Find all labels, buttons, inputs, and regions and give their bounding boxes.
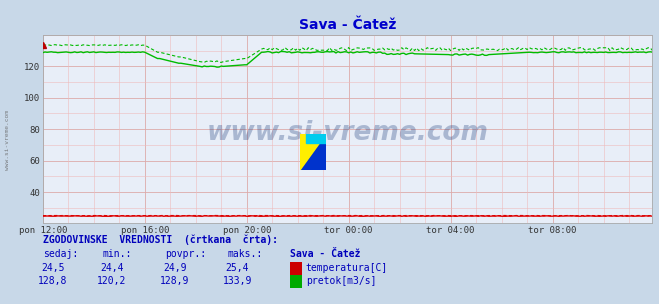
Text: www.si-vreme.com: www.si-vreme.com: [207, 120, 488, 146]
Text: Sava - Čatež: Sava - Čatež: [290, 249, 360, 259]
Text: 128,8: 128,8: [38, 276, 67, 286]
Text: 24,4: 24,4: [100, 263, 124, 273]
Text: 24,9: 24,9: [163, 263, 186, 273]
Text: 133,9: 133,9: [223, 276, 252, 286]
Text: temperatura[C]: temperatura[C]: [306, 263, 388, 273]
Polygon shape: [300, 134, 326, 170]
Polygon shape: [306, 134, 326, 143]
Text: maks.:: maks.:: [227, 249, 262, 259]
Polygon shape: [300, 134, 326, 170]
Text: sedaj:: sedaj:: [43, 249, 78, 259]
Text: povpr.:: povpr.:: [165, 249, 206, 259]
Text: pretok[m3/s]: pretok[m3/s]: [306, 276, 376, 286]
Text: www.si-vreme.com: www.si-vreme.com: [5, 110, 11, 170]
Text: min.:: min.:: [102, 249, 132, 259]
Title: Sava - Čatež: Sava - Čatež: [299, 19, 396, 33]
Text: 128,9: 128,9: [160, 276, 189, 286]
Text: 24,5: 24,5: [41, 263, 65, 273]
Text: 120,2: 120,2: [98, 276, 127, 286]
Text: ZGODOVINSKE  VREDNOSTI  (črtkana  črta):: ZGODOVINSKE VREDNOSTI (črtkana črta):: [43, 235, 278, 245]
Text: 25,4: 25,4: [225, 263, 249, 273]
